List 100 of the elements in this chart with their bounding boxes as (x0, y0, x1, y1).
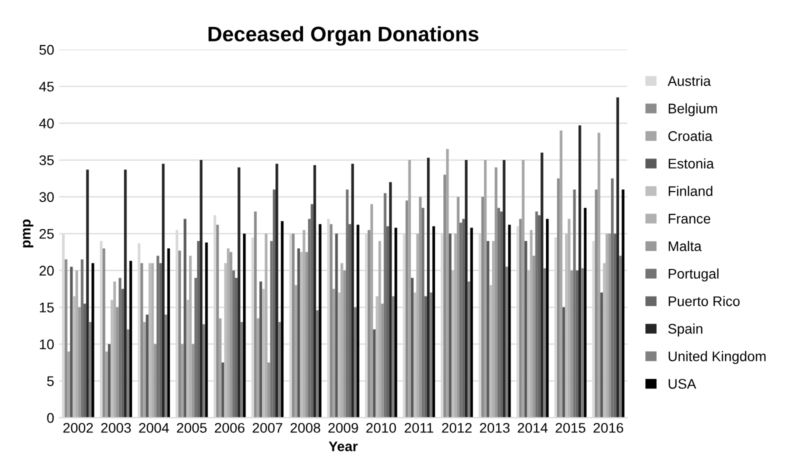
bar (373, 329, 376, 418)
legend-label: France (668, 214, 710, 224)
legend-label: Austria (668, 76, 711, 86)
y-tick-label: 25 (40, 228, 54, 239)
bar (302, 230, 306, 418)
bar (451, 270, 454, 418)
y-tick-label: 0 (47, 413, 54, 423)
bar (470, 228, 473, 418)
bar (600, 292, 603, 418)
bar (611, 178, 614, 418)
bar (381, 304, 384, 418)
bar (313, 165, 316, 418)
x-tick-label: 2015 (556, 422, 586, 433)
bar (78, 307, 81, 418)
bar (340, 263, 344, 418)
bar (140, 263, 144, 418)
x-tick-label: 2014 (518, 422, 548, 433)
bar (205, 242, 208, 418)
bar (194, 278, 198, 418)
bar (184, 218, 186, 418)
x-tick-label: 2006 (214, 422, 244, 433)
bar (416, 234, 419, 418)
bar (216, 224, 219, 418)
bar (422, 208, 424, 418)
bar (129, 260, 132, 418)
bar (584, 208, 587, 418)
bar (346, 189, 349, 418)
bar (581, 268, 584, 418)
bar (446, 148, 449, 418)
bar (622, 189, 624, 418)
bar (267, 362, 270, 418)
bar (335, 234, 338, 418)
bar (256, 318, 260, 418)
bar (151, 263, 154, 418)
bar (75, 270, 78, 418)
bar (294, 285, 298, 418)
bar (70, 266, 73, 418)
bar (573, 189, 576, 418)
y-tick-label: 5 (47, 376, 54, 386)
bar (330, 224, 332, 418)
bar (462, 218, 465, 418)
y-axis-title: pmp (22, 220, 34, 248)
y-tick-label: 45 (39, 82, 54, 92)
bar (218, 318, 222, 418)
bar (64, 259, 68, 418)
bar (492, 241, 495, 418)
x-tick-label: 2007 (252, 422, 282, 433)
bar (614, 234, 616, 418)
x-tick-label: 2009 (328, 422, 358, 433)
y-tick-label: 15 (40, 302, 54, 312)
bar (348, 224, 352, 418)
x-tick-label: 2010 (366, 422, 396, 433)
bar (180, 344, 184, 418)
bar (238, 167, 240, 418)
bar (264, 234, 268, 418)
bar (508, 224, 511, 418)
bar (226, 248, 230, 418)
bar (202, 324, 206, 418)
bar (594, 189, 598, 418)
bar (464, 160, 468, 418)
bar (230, 252, 232, 418)
bar (443, 174, 446, 418)
bar (280, 221, 284, 418)
legend-label: Spain (668, 324, 702, 336)
x-tick-label: 2002 (63, 422, 93, 433)
bar (351, 164, 354, 418)
bar (543, 268, 546, 418)
y-tick-label: 35 (39, 155, 54, 166)
bar (110, 300, 114, 418)
bar (532, 256, 536, 418)
y-tick-label: 40 (39, 118, 54, 128)
bar (418, 196, 422, 418)
bar (410, 278, 414, 418)
legend-label: Puerto Rico (668, 296, 740, 306)
bar (414, 292, 416, 418)
bar (522, 160, 525, 418)
bar (278, 322, 281, 418)
bar (389, 182, 392, 418)
bar (386, 226, 390, 418)
bar (67, 351, 70, 418)
legend-label: Estonia (668, 158, 714, 169)
bar (162, 164, 165, 418)
bar (222, 362, 224, 418)
legend-label: Finland (668, 186, 712, 196)
x-tick-label: 2005 (176, 422, 207, 433)
bar (557, 178, 560, 418)
bar (108, 344, 111, 418)
bar (318, 224, 322, 418)
bar (276, 164, 278, 418)
bar (272, 189, 276, 418)
bar (540, 152, 544, 418)
bar (148, 263, 152, 418)
bar (197, 241, 200, 418)
bar (259, 282, 262, 418)
legend-label: Belgium (668, 103, 717, 116)
bar (448, 234, 452, 418)
bar (370, 204, 374, 418)
bar (538, 215, 541, 418)
bar (530, 230, 533, 418)
bar (598, 132, 600, 418)
